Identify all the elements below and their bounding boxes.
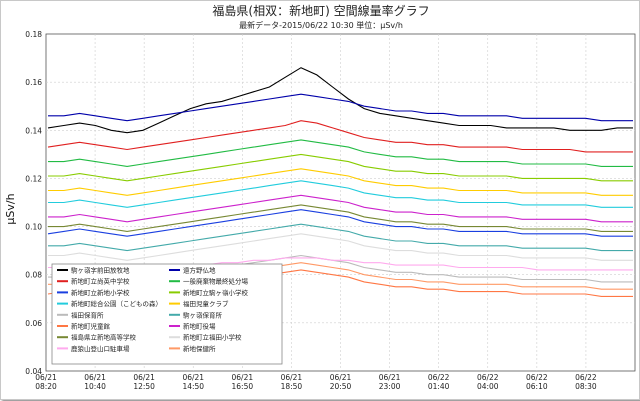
x-tick-date: 06/21	[182, 373, 204, 382]
x-tick-time: 01:40	[428, 382, 450, 391]
series-line-12	[48, 223, 633, 252]
y-tick-label: 0.06	[25, 319, 42, 328]
chart-subtitle: 最新データ-2015/06/22 10:30 単位：μSv/h	[239, 20, 403, 30]
x-ticks: 06/2108:2006/2110:4006/2112:5006/2114:50…	[35, 373, 597, 391]
legend-label-2: 新地町立新地小学校	[71, 288, 130, 297]
x-tick-date: 06/21	[379, 373, 401, 382]
x-tick-date: 06/21	[281, 373, 303, 382]
x-tick-date: 06/21	[133, 373, 155, 382]
legend-box	[51, 263, 283, 365]
x-tick-date: 06/22	[477, 373, 499, 382]
x-tick-date: 06/22	[526, 373, 548, 382]
legend-label-4: 福田保育所	[71, 310, 104, 319]
x-tick-time: 08:20	[35, 382, 57, 391]
y-tick-label: 0.08	[25, 271, 42, 280]
y-ticks: 0.04 0.06 0.08 0.10 0.12 0.14 0.16 0.18	[25, 30, 42, 376]
x-tick-time: 23:00	[379, 382, 401, 391]
y-tick-label: 0.16	[25, 78, 42, 87]
x-tick-time: 20:50	[330, 382, 352, 391]
y-tick-label: 0.10	[25, 223, 42, 232]
x-tick-date: 06/21	[84, 373, 106, 382]
x-tick-time: 04:00	[477, 382, 499, 391]
legend-label-11: 福田児童クラブ	[183, 299, 229, 308]
series-line-6	[48, 204, 633, 232]
x-tick-time: 12:50	[133, 382, 155, 391]
series-line-1	[47, 120, 633, 153]
legend-label-3: 新地町総合公園（こどもの森）	[71, 299, 162, 308]
series-line-14	[48, 233, 633, 261]
x-tick-time: 08:30	[575, 382, 597, 391]
legend-label-8: 遠方野仏地	[183, 266, 216, 275]
x-tick-date: 06/21	[330, 373, 352, 382]
legend: 駒ヶ嶺字前田放牧地新地町立尚英中学校新地町立新地小学校新地町総合公園（こどもの森…	[51, 263, 283, 365]
x-tick-date: 06/21	[232, 373, 254, 382]
series-line-10	[48, 153, 633, 182]
y-axis-label: μSv/h	[4, 193, 17, 224]
x-tick-time: 06:10	[526, 382, 548, 391]
legend-label-10: 新地町立駒ヶ嶺小学校	[183, 288, 249, 297]
x-tick-date: 06/21	[35, 373, 57, 382]
legend-label-1: 新地町立尚英中学校	[71, 277, 130, 286]
legend-label-13: 新地町役場	[183, 322, 216, 331]
x-tick-time: 14:50	[182, 382, 204, 391]
legend-label-15: 新地保健所	[183, 344, 216, 353]
x-tick-date: 06/22	[428, 373, 450, 382]
series-line-9	[48, 139, 633, 167]
x-tick-time: 10:40	[84, 382, 106, 391]
legend-label-6: 福島県立新地高等学校	[71, 333, 137, 342]
legend-label-12: 駒ヶ嶺保育所	[183, 310, 223, 319]
legend-label-14: 新地町立福田小学校	[183, 333, 242, 342]
y-tick-label: 0.04	[25, 367, 42, 376]
x-tick-time: 18:50	[281, 382, 303, 391]
series-line-2	[47, 209, 633, 237]
series-line-3	[48, 180, 633, 208]
x-tick-date: 06/22	[575, 373, 597, 382]
series-line-11	[48, 168, 633, 196]
x-tick-time: 16:50	[232, 382, 254, 391]
y-tick-label: 0.18	[25, 30, 42, 39]
series-line-13	[48, 194, 633, 223]
y-tick-label: 0.12	[25, 174, 42, 183]
legend-label-9: 一般廃棄物最終処分場	[183, 277, 249, 286]
legend-label-0: 駒ヶ嶺字前田放牧地	[71, 266, 130, 275]
legend-label-5: 新地町児童館	[71, 322, 111, 331]
chart-title: 福島県(相双：新地町) 空間線量率グラフ	[212, 3, 429, 18]
series-line-0	[47, 67, 633, 134]
legend-label-7: 鹿狼山登山口駐車場	[71, 344, 130, 353]
y-tick-label: 0.14	[25, 126, 42, 135]
series-line-8	[48, 93, 633, 122]
